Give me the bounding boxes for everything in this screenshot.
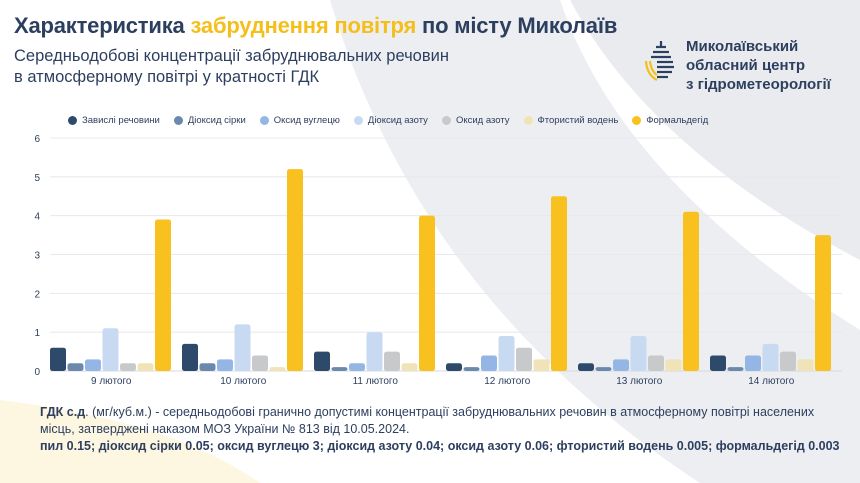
bar [50, 347, 66, 371]
bar [551, 196, 567, 371]
bar [710, 355, 726, 371]
legend-swatch [353, 116, 363, 125]
subtitle-line: в атмосферному повітрі у кратності ГДК [14, 68, 320, 86]
bar [481, 355, 497, 371]
x-tick-label: 11 лютого [353, 376, 399, 387]
bar [780, 351, 796, 371]
bar [648, 355, 664, 371]
legend-item: Оксид азоту [441, 115, 510, 126]
legend-item: Оксид вуглецю [259, 115, 340, 126]
bar [727, 367, 744, 371]
legend-item: Формальдегід [632, 115, 708, 126]
bar [120, 363, 136, 371]
legend-swatch [259, 116, 269, 125]
x-tick-label: 9 лютого [91, 376, 132, 387]
y-tick-label: 1 [34, 328, 40, 339]
bar [314, 351, 330, 371]
y-tick-label: 0 [34, 367, 40, 378]
bar [137, 363, 154, 371]
bar [199, 363, 216, 371]
bar [384, 351, 400, 371]
legend-swatch [523, 116, 533, 125]
org-line: Миколаївський [686, 38, 799, 55]
bar [745, 355, 761, 371]
page-subtitle: Середньодобові концентрації забруднюваль… [14, 46, 449, 88]
legend-item: Завислі речовини [68, 115, 160, 126]
legend-item: Діоксид азоту [353, 115, 428, 126]
legend-label: Формальдегід [646, 115, 709, 126]
legend-label: Завислі речовини [82, 115, 160, 126]
y-tick-label: 3 [34, 251, 40, 262]
y-tick-label: 2 [34, 289, 40, 300]
bar [516, 347, 532, 371]
bar [349, 363, 365, 371]
y-tick-label: 4 [34, 212, 40, 223]
bar [630, 336, 647, 371]
footnote: ГДК с.д. (мг/куб.м.) - середньодобові гр… [40, 404, 840, 455]
bar [815, 235, 831, 371]
bar [665, 359, 682, 371]
legend-swatch [173, 116, 183, 125]
bar [401, 363, 418, 371]
bar [67, 363, 84, 371]
organization-name: Миколаївський обласний центр з гідромете… [686, 37, 831, 94]
bar [446, 363, 462, 371]
bar [463, 367, 480, 371]
bar [498, 336, 515, 371]
bar [155, 219, 171, 371]
bar [85, 359, 101, 371]
legend-swatch [441, 116, 451, 125]
legend-swatch [632, 116, 642, 125]
note-term: ГДК с.д [40, 405, 86, 419]
legend-swatch [68, 116, 77, 125]
bar [613, 359, 629, 371]
x-tick-label: 14 лютого [748, 376, 794, 387]
bar [533, 359, 550, 371]
legend-label: Оксид вуглецю [273, 115, 340, 126]
title-part: Характеристика [14, 13, 191, 38]
legend-label: Діоксид сірки [187, 115, 246, 126]
bar [578, 363, 594, 371]
y-tick-label: 6 [34, 134, 40, 145]
title-highlight: забруднення повітря [190, 13, 417, 38]
bar [217, 359, 233, 371]
bar [234, 324, 251, 371]
y-tick-label: 5 [34, 173, 40, 184]
org-line: обласний центр [686, 57, 806, 74]
bar [366, 332, 383, 371]
legend-label: Оксид азоту [455, 115, 510, 126]
bar [102, 328, 119, 371]
note-limits: пил 0.15; діоксид сірки 0.05; оксид вугл… [40, 439, 840, 453]
legend-label: Фтористий водень [537, 115, 619, 126]
subtitle-line: Середньодобові концентрації забруднюваль… [14, 47, 449, 65]
bar [797, 359, 814, 371]
bar [762, 343, 779, 371]
bar [252, 355, 268, 371]
x-tick-label: 12 лютого [484, 376, 530, 387]
org-line: з гідрометеорології [686, 76, 831, 93]
x-tick-label: 10 лютого [220, 376, 266, 387]
title-part: по місту Миколаїв [416, 13, 618, 38]
page-title: Характеристика забруднення повітря по мі… [14, 13, 617, 39]
bar [419, 215, 435, 371]
bar [287, 169, 303, 371]
bar [683, 211, 699, 371]
x-tick-label: 13 лютого [616, 376, 662, 387]
note-text: . (мг/куб.м.) - середньодобові гранично … [40, 405, 815, 436]
legend-item: Діоксид сірки [173, 115, 246, 126]
bar [269, 367, 286, 371]
chart-legend: Завислі речовини Діоксид сірки Оксид вугле… [68, 115, 722, 126]
organization-logo-icon [644, 41, 674, 81]
legend-label: Діоксид азоту [367, 115, 428, 126]
bar [595, 367, 612, 371]
bar [182, 343, 198, 371]
bar [331, 367, 348, 371]
legend-item: Фтористий водень [523, 115, 619, 126]
